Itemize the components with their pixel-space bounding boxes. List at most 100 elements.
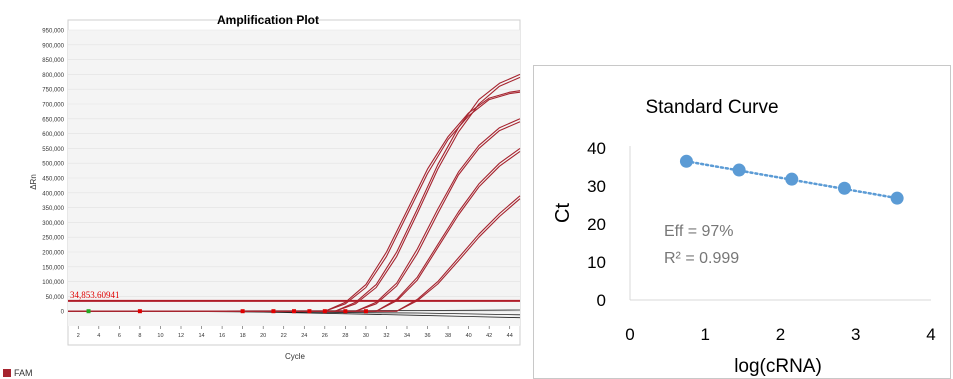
y-tick-label: 400,000 bbox=[42, 191, 64, 197]
cycle-marker bbox=[322, 309, 327, 314]
standard-curve-points bbox=[679, 154, 904, 205]
x-tick-label: 2 bbox=[776, 325, 785, 344]
x-tick-label: 14 bbox=[198, 333, 204, 339]
y-tick-label: 850,000 bbox=[42, 58, 64, 64]
x-tick-label: 6 bbox=[118, 333, 121, 339]
cycle-marker bbox=[271, 309, 276, 314]
r-squared-annotation: R² = 0.999 bbox=[664, 250, 739, 267]
y-tick-label: 200,000 bbox=[42, 251, 64, 257]
standard-curve-xlabel: log(cRNA) bbox=[734, 356, 822, 377]
x-tick-label: 44 bbox=[507, 333, 513, 339]
y-tick-label: 0 bbox=[597, 291, 606, 310]
standard-curve-y-ticks: 0 10 20 30 40 bbox=[587, 139, 606, 310]
y-tick-label: 600,000 bbox=[42, 132, 64, 138]
standard-curve-title: Standard Curve bbox=[645, 97, 778, 118]
threshold: 34,853.60941 bbox=[68, 290, 520, 302]
amplification-legend: FAM bbox=[3, 368, 33, 378]
x-tick-label: 32 bbox=[383, 333, 389, 339]
x-tick-label: 26 bbox=[322, 333, 328, 339]
x-tick-label: 34 bbox=[404, 333, 410, 339]
y-tick-label: 250,000 bbox=[42, 236, 64, 242]
y-tick-label: 300,000 bbox=[42, 221, 64, 227]
legend-label-fam: FAM bbox=[14, 368, 33, 378]
standard-curve-ylabel: Ct bbox=[552, 203, 574, 223]
amplification-curve bbox=[68, 150, 521, 312]
data-point bbox=[890, 191, 904, 205]
x-tick-label: 3 bbox=[851, 325, 860, 344]
amplification-x-ticks: 2 4 6 8 10 12 14 16 18 20 22 24 26 28 30 32 34 36 38 40 42 44 bbox=[77, 326, 513, 339]
y-tick-label: 900,000 bbox=[42, 43, 64, 49]
cycle-marker bbox=[307, 309, 312, 314]
x-tick-label: 24 bbox=[301, 333, 307, 339]
y-tick-label: 650,000 bbox=[42, 117, 64, 123]
x-tick-label: 2 bbox=[77, 333, 80, 339]
standard-curve-x-ticks: 0 1 2 3 4 bbox=[625, 325, 935, 344]
amplification-ylabel: ΔRn bbox=[29, 174, 38, 190]
y-tick-label: 500,000 bbox=[42, 162, 64, 168]
x-tick-label: 38 bbox=[445, 333, 451, 339]
y-tick-label: 30 bbox=[587, 177, 606, 196]
y-tick-label: 550,000 bbox=[42, 147, 64, 153]
y-tick-label: 150,000 bbox=[42, 265, 64, 271]
amplification-gridlines bbox=[68, 29, 520, 326]
y-tick-label: 700,000 bbox=[42, 103, 64, 109]
y-tick-label: 350,000 bbox=[42, 206, 64, 212]
amplification-curve bbox=[68, 73, 521, 312]
x-tick-label: 42 bbox=[486, 333, 492, 339]
y-tick-label: 950,000 bbox=[42, 29, 64, 35]
y-tick-label: 450,000 bbox=[42, 177, 64, 183]
amplification-curve bbox=[68, 198, 521, 312]
x-tick-label: 12 bbox=[178, 333, 184, 339]
y-tick-label: 50,000 bbox=[46, 295, 65, 301]
x-tick-label: 36 bbox=[424, 333, 430, 339]
amplification-curve bbox=[68, 90, 521, 312]
cycle-markers bbox=[86, 309, 368, 314]
cycle-marker bbox=[343, 309, 348, 314]
x-tick-label: 18 bbox=[240, 333, 246, 339]
amplification-curves bbox=[68, 73, 521, 312]
data-point bbox=[679, 154, 693, 168]
amplification-curve bbox=[68, 121, 521, 312]
amplification-curve bbox=[68, 118, 521, 312]
x-tick-label: 1 bbox=[701, 325, 710, 344]
legend-swatch-fam bbox=[3, 369, 11, 377]
standard-curve-axes bbox=[629, 146, 931, 301]
y-tick-label: 40 bbox=[587, 139, 606, 158]
x-tick-label: 22 bbox=[281, 333, 287, 339]
amplification-title: Amplification Plot bbox=[217, 13, 319, 27]
efficiency-annotation: Eff = 97% bbox=[664, 223, 734, 240]
standard-curve-chart: Standard Curve Ct log(cRNA) 0 10 20 30 40 0 1… bbox=[552, 97, 936, 377]
y-tick-label: 800,000 bbox=[42, 73, 64, 79]
y-tick-label: 100,000 bbox=[42, 280, 64, 286]
data-point bbox=[732, 163, 746, 177]
amplification-plot-panel: Amplification Plot Cycle ΔRn 0 50,000 100,… bbox=[3, 13, 521, 378]
amplification-plot: Amplification Plot Cycle ΔRn 0 50,000 100,… bbox=[29, 13, 521, 361]
amplification-y-ticks: 0 50,000 100,000 150,000 200,000 250,000 300,0… bbox=[42, 29, 64, 316]
cycle-marker bbox=[86, 309, 91, 314]
cycle-marker bbox=[240, 309, 245, 314]
x-tick-label: 4 bbox=[926, 325, 935, 344]
x-tick-label: 30 bbox=[363, 333, 369, 339]
y-tick-label: 750,000 bbox=[42, 88, 64, 94]
x-tick-label: 4 bbox=[97, 333, 100, 339]
x-tick-label: 10 bbox=[157, 333, 163, 339]
y-tick-label: 0 bbox=[61, 310, 65, 316]
y-tick-label: 20 bbox=[587, 215, 606, 234]
amplification-curve bbox=[68, 76, 521, 312]
y-tick-label: 10 bbox=[587, 253, 606, 272]
amplification-curve bbox=[68, 91, 521, 312]
x-tick-label: 16 bbox=[219, 333, 225, 339]
x-tick-label: 40 bbox=[466, 333, 472, 339]
x-tick-label: 0 bbox=[625, 325, 634, 344]
x-tick-label: 8 bbox=[138, 333, 141, 339]
data-point bbox=[785, 172, 799, 186]
cycle-marker bbox=[137, 309, 142, 314]
x-tick-label: 20 bbox=[260, 333, 266, 339]
threshold-label: 34,853.60941 bbox=[70, 290, 120, 300]
cycle-marker bbox=[292, 309, 296, 314]
cycle-marker bbox=[363, 309, 368, 314]
standard-curve-panel: Standard Curve Ct log(cRNA) 0 10 20 30 40 0 1… bbox=[533, 65, 951, 379]
x-tick-label: 28 bbox=[342, 333, 348, 339]
data-point bbox=[837, 181, 851, 195]
amplification-xlabel: Cycle bbox=[285, 352, 306, 361]
